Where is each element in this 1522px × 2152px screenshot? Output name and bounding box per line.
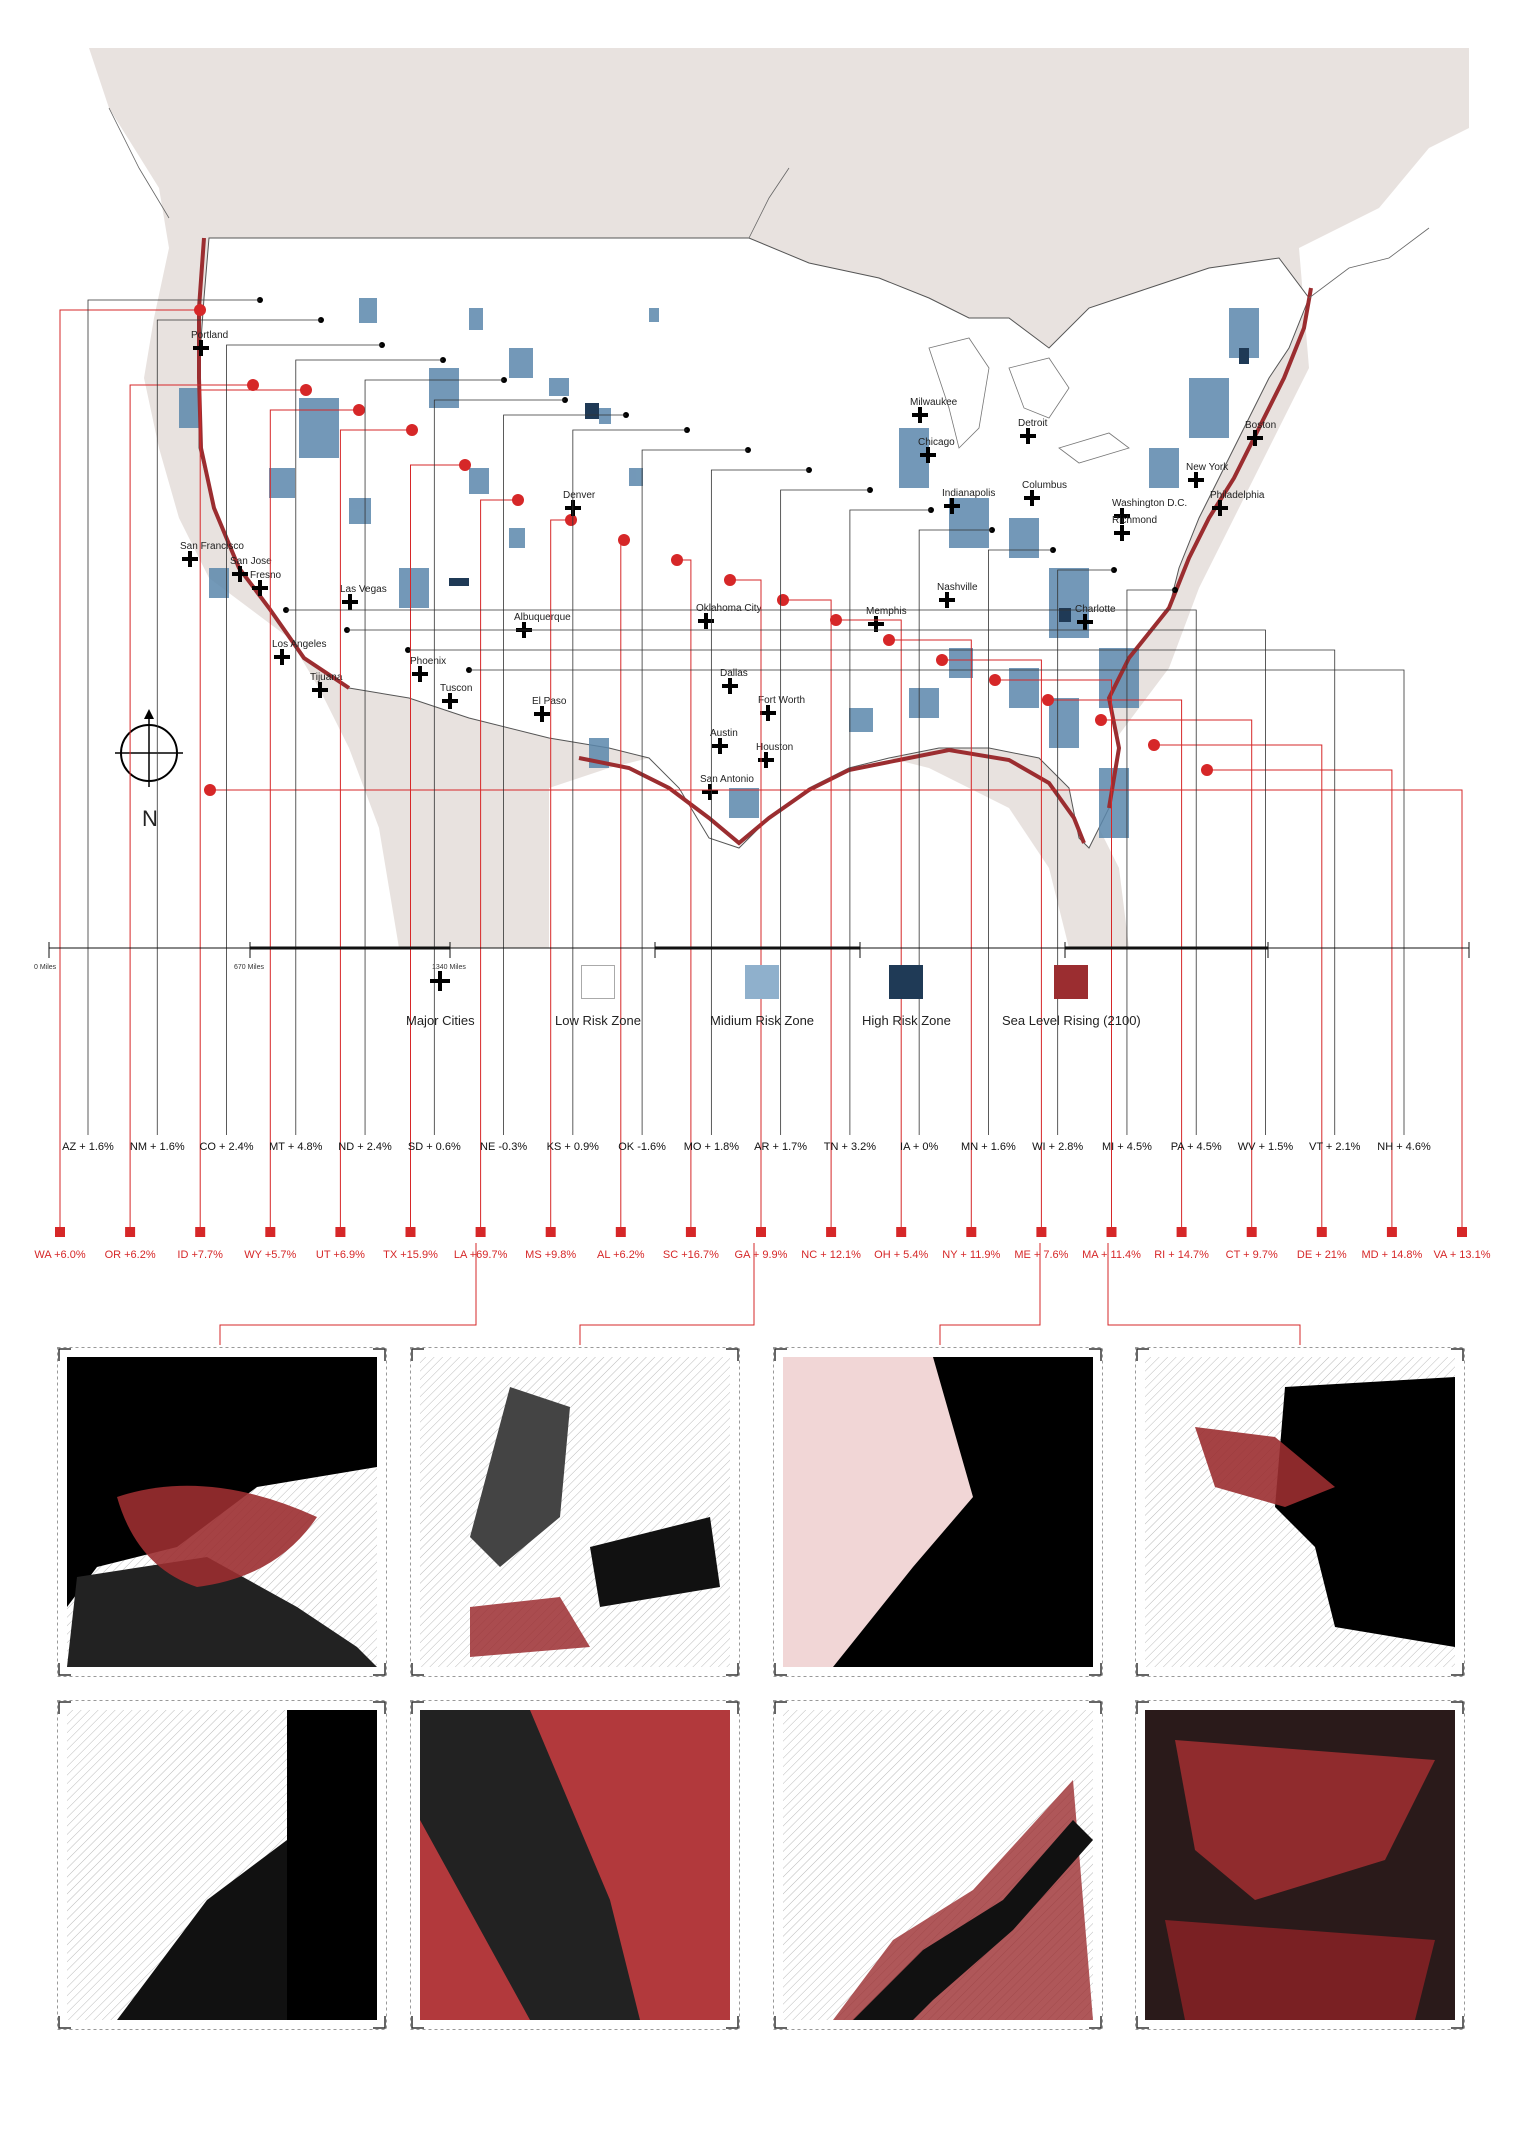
high-risk-swatch <box>889 965 924 999</box>
legend-high-risk: High Risk Zone <box>862 965 951 1028</box>
state-change-label: OK -1.6% <box>618 1141 666 1153</box>
state-change-label: VT + 2.1% <box>1309 1141 1361 1153</box>
legend-high-risk-label: High Risk Zone <box>862 1013 951 1028</box>
coastal-state-change-label: DE + 21% <box>1296 1249 1347 1261</box>
satellite-image <box>773 1700 1103 2030</box>
medium-risk-swatch <box>745 965 780 999</box>
city-cross-icon <box>1114 525 1130 541</box>
city-label: Washington D.C. <box>1112 498 1188 509</box>
state-change-label: IA + 0% <box>900 1141 939 1153</box>
coastal-state-change-label: OH + 5.4% <box>874 1249 929 1261</box>
state-change-label: NM + 1.6% <box>129 1141 185 1153</box>
coastal-state-change-label: TX +15.9% <box>383 1249 438 1261</box>
state-change-label: WV + 1.5% <box>1237 1141 1294 1153</box>
legend-low-risk-label: Low Risk Zone <box>555 1013 641 1028</box>
state-change-label: NE -0.3% <box>480 1141 528 1153</box>
city-cross-icon <box>1024 490 1040 506</box>
city-cross-icon <box>1188 472 1204 488</box>
satellite-image <box>1135 1347 1465 1677</box>
satellite-panel <box>773 1347 1103 1677</box>
legend-sea-level: Sea Level Rising (2100) <box>1002 965 1141 1028</box>
satellite-image <box>1135 1700 1465 2030</box>
state-change-label: TN + 3.2% <box>823 1141 877 1153</box>
city-label: Richmond <box>1112 515 1158 526</box>
coastal-state-change-label: ME + 7.6% <box>1014 1249 1069 1261</box>
state-change-label: CO + 2.4% <box>199 1141 254 1153</box>
state-change-label: WI + 2.8% <box>1032 1141 1084 1153</box>
satellite-panel <box>57 1700 387 2030</box>
state-change-label: AR + 1.7% <box>754 1141 808 1153</box>
city-label: Chicago <box>918 437 955 448</box>
city-label: Detroit <box>1018 418 1048 429</box>
coastal-state-change-label: MA + 11.4% <box>1082 1249 1141 1261</box>
sea-level-swatch <box>1054 965 1089 999</box>
state-change-label: MT + 4.8% <box>269 1141 323 1153</box>
legend-major-cities-label: Major Cities <box>406 1013 475 1028</box>
city-cross-icon <box>1020 428 1036 444</box>
scale-label-1340: 1340 Miles <box>432 964 466 971</box>
satellite-image <box>410 1347 740 1677</box>
coastal-state-change-label: AL +6.2% <box>596 1249 645 1261</box>
city-cross-icon <box>1114 508 1130 524</box>
low-risk-swatch <box>580 965 615 999</box>
coastal-state-change-label: RI + 14.7% <box>1154 1249 1209 1261</box>
scale-label-0: 0 Miles <box>34 964 57 971</box>
city-cross-icon <box>1212 500 1228 516</box>
city-label: Philadelphia <box>1210 490 1265 501</box>
coastal-state-change-label: VA + 13.1% <box>1433 1249 1491 1261</box>
satellite-panel <box>57 1347 387 1677</box>
coastal-state-change-label: LA +69.7% <box>453 1249 508 1261</box>
legend-medium-risk: Midium Risk Zone <box>710 965 814 1028</box>
city-label: Columbus <box>1022 480 1068 491</box>
city-label: Boston <box>1245 420 1277 431</box>
coastal-state-change-label: UT +6.9% <box>315 1249 365 1261</box>
city-cross-icon <box>920 447 936 463</box>
state-change-label: MO + 1.8% <box>683 1141 740 1153</box>
satellite-image <box>773 1347 1103 1677</box>
coastal-state-change-label: CT + 9.7% <box>1225 1249 1278 1261</box>
coastal-state-change-label: MS +9.8% <box>525 1249 577 1261</box>
coastal-state-change-label: WA +6.0% <box>34 1249 86 1261</box>
state-change-label: PA + 4.5% <box>1170 1141 1222 1153</box>
state-change-label: SD + 0.6% <box>407 1141 461 1153</box>
legend-medium-risk-label: Midium Risk Zone <box>710 1013 815 1028</box>
state-change-label: NH + 4.6% <box>1377 1141 1431 1153</box>
city-label: Milwaukee <box>910 397 958 408</box>
satellite-panel <box>410 1347 740 1677</box>
coastal-state-change-label: OR +6.2% <box>104 1249 156 1261</box>
great-lakes <box>928 337 1130 464</box>
state-change-label: MN + 1.6% <box>961 1141 1016 1153</box>
legend-sea-level-label: Sea Level Rising (2100) <box>1002 1013 1141 1028</box>
state-change-label: AZ + 1.6% <box>62 1141 114 1153</box>
state-change-label: ND + 2.4% <box>338 1141 392 1153</box>
coastal-state-change-label: NC + 12.1% <box>801 1249 861 1261</box>
canada-coast <box>108 107 1430 299</box>
scale-label-670: 670 Miles <box>234 964 264 971</box>
coastal-state-change-label: SC +16.7% <box>662 1249 719 1261</box>
legend-major-cities: Major Cities <box>406 965 475 1028</box>
state-change-label: MI + 4.5% <box>1102 1141 1152 1153</box>
coastal-state-change-label: MD + 14.8% <box>1361 1249 1423 1261</box>
city-cross-icon <box>1247 430 1263 446</box>
satellite-image <box>410 1700 740 2030</box>
coastal-state-change-label: WY +5.7% <box>244 1249 297 1261</box>
cross-icon <box>423 965 457 999</box>
coastal-state-change-label: ID +7.7% <box>177 1249 223 1261</box>
city-cross-icon <box>912 407 928 423</box>
satellite-panel <box>773 1700 1103 2030</box>
city-label: New York <box>1186 462 1229 473</box>
coastal-state-change-label: NY + 11.9% <box>942 1249 1001 1261</box>
city-cross-icon <box>944 498 960 514</box>
satellite-image <box>57 1700 387 2030</box>
satellite-panel <box>410 1700 740 2030</box>
satellite-panel <box>1135 1700 1465 2030</box>
legend-low-risk: Low Risk Zone <box>555 965 641 1028</box>
city-label: Indianapolis <box>942 488 996 499</box>
coastal-state-change-label: GA + 9.9% <box>734 1249 788 1261</box>
state-change-label: KS + 0.9% <box>546 1141 599 1153</box>
satellite-image <box>57 1347 387 1677</box>
satellite-panel <box>1135 1347 1465 1677</box>
